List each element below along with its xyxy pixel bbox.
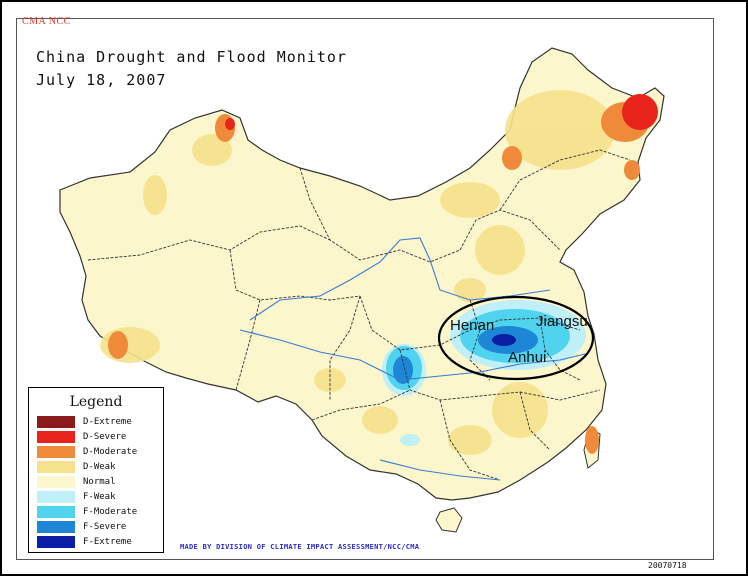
- drought-weak-region: [440, 182, 500, 218]
- legend-item: D-Moderate: [29, 444, 163, 459]
- drought-weak-region: [143, 175, 167, 215]
- drought-weak-region: [192, 134, 232, 166]
- province-boundary: [539, 317, 581, 381]
- province-boundary: [235, 299, 261, 391]
- legend-label: F-Moderate: [83, 506, 138, 517]
- map-title: China Drought and Flood Monitor July 18,…: [36, 46, 347, 92]
- drought-weak-region: [454, 278, 486, 302]
- legend-label: Normal: [83, 476, 116, 487]
- province-boundary: [329, 295, 361, 400]
- legend-item: D-Extreme: [29, 414, 163, 429]
- anhui-label: Anhui: [508, 349, 546, 366]
- legend-item: F-Weak: [29, 489, 163, 504]
- yellow-river: [249, 237, 551, 321]
- title-line-1: China Drought and Flood Monitor: [36, 48, 347, 66]
- legend-label: F-Extreme: [83, 536, 132, 547]
- province-boundary: [311, 389, 411, 421]
- legend-label: D-Moderate: [83, 446, 138, 457]
- legend-label: D-Weak: [83, 461, 116, 472]
- legend-swatch: [37, 475, 75, 488]
- province-boundary: [359, 295, 581, 351]
- province-boundary: [299, 167, 461, 263]
- legend-label: D-Severe: [83, 431, 127, 442]
- legend-items: D-Extreme D-Severe D-Moderate D-Weak Normal F…: [29, 414, 163, 549]
- drought-weak-areas: [100, 90, 615, 455]
- province-boundary: [499, 149, 631, 211]
- drought-weak-region: [505, 90, 615, 170]
- legend-swatch: [37, 430, 75, 443]
- legend-swatch: [37, 535, 75, 548]
- drought-moderate-region: [585, 426, 599, 454]
- province-boundary: [439, 399, 501, 481]
- drought-severe-areas: [225, 94, 658, 130]
- legend-item: D-Severe: [29, 429, 163, 444]
- drought-weak-region: [362, 406, 398, 434]
- flood-weak-region: [400, 434, 420, 446]
- drought-moderate-region: [624, 160, 640, 180]
- flood-severe-region: [393, 356, 413, 384]
- drought-moderate-region: [502, 146, 522, 170]
- legend-swatch: [37, 520, 75, 533]
- cma-ncc-logo: CMA NCC: [22, 16, 71, 27]
- legend-item: Normal: [29, 474, 163, 489]
- legend-item: F-Severe: [29, 519, 163, 534]
- drought-weak-region: [492, 382, 548, 438]
- legend-item: F-Extreme: [29, 534, 163, 549]
- drought-severe-region: [622, 94, 658, 130]
- province-boundaries: [87, 149, 631, 481]
- province-boundary: [469, 299, 491, 381]
- drought-weak-region: [448, 425, 492, 455]
- hainan-island: [435, 507, 463, 533]
- drought-moderate-region: [108, 331, 128, 359]
- henan-label: Henan: [450, 317, 494, 334]
- pearl-river: [379, 459, 501, 481]
- drought-weak-region: [475, 225, 525, 275]
- legend-item: D-Weak: [29, 459, 163, 474]
- date-code: 20070718: [648, 561, 687, 570]
- province-boundary: [399, 349, 601, 401]
- jiangsu-label: Jiangsu: [536, 313, 588, 330]
- yangtze-river: [239, 329, 586, 381]
- legend-label: F-Weak: [83, 491, 116, 502]
- legend-label: F-Severe: [83, 521, 127, 532]
- credit-text: MADE BY DIVISION OF CLIMATE IMPACT ASSES…: [180, 543, 420, 551]
- legend-swatch: [37, 490, 75, 503]
- legend-label: D-Extreme: [83, 416, 132, 427]
- legend-title: Legend: [69, 394, 123, 410]
- province-boundary: [229, 249, 361, 301]
- legend-swatch: [37, 505, 75, 518]
- legend-swatch: [37, 415, 75, 428]
- legend-swatch: [37, 460, 75, 473]
- flood-highlight-ellipse: [437, 295, 595, 381]
- flood-extreme-region: [492, 334, 516, 346]
- rivers: [239, 237, 586, 481]
- title-line-2: July 18, 2007: [36, 71, 167, 89]
- legend-item: F-Moderate: [29, 504, 163, 519]
- drought-severe-region: [225, 118, 235, 130]
- legend-swatch: [37, 445, 75, 458]
- legend: Legend D-Extreme D-Severe D-Moderate D-Weak…: [28, 387, 164, 553]
